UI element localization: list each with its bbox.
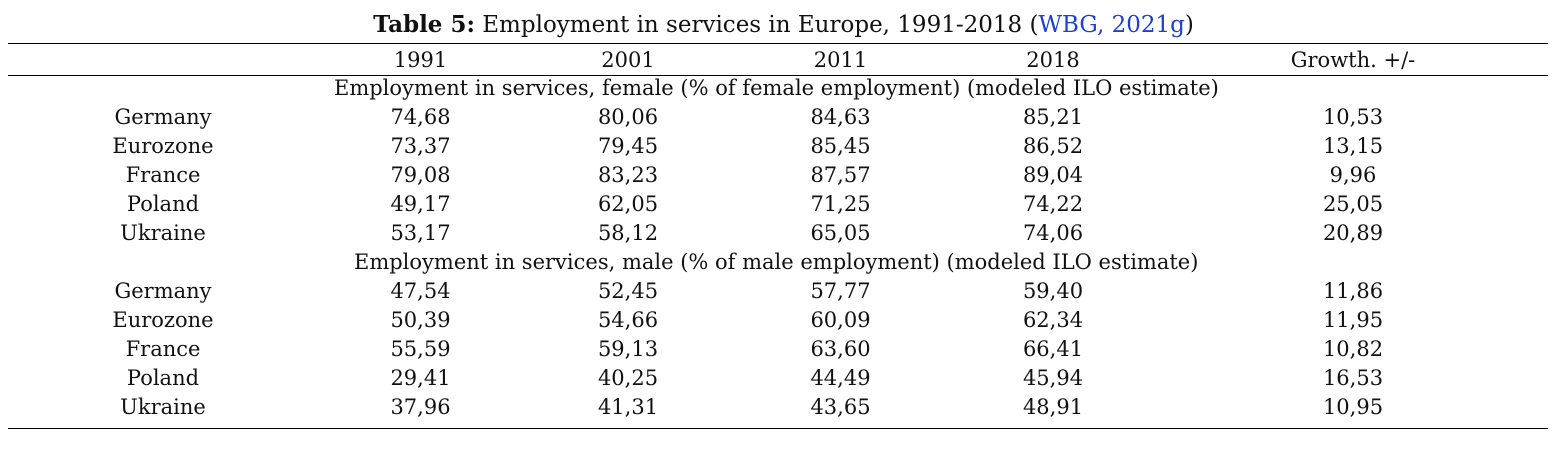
table-body: Employment in services, female (% of fem… [8,74,1548,422]
table-cell-1991: 37,96 [390,395,451,419]
table-cell-2018: 86,52 [1022,134,1084,158]
table-cell-1991: 74,68 [390,105,451,129]
table-cell-2011: 85,45 [810,134,871,158]
table-cell-2018: 59,40 [1022,279,1084,303]
table-cell-1991: 29,41 [390,366,451,390]
table-cell-1991: 50,39 [390,308,451,332]
table-cell-growth: 16,53 [1322,366,1384,390]
table-row: France 55,59 59,13 63,60 66,41 10,82 [8,335,1548,364]
table-row: Eurozone 73,37 79,45 85,45 86,52 13,15 [8,132,1548,161]
table-cell-1991: 53,17 [390,221,451,245]
table-cell-country: Ukraine [120,395,206,419]
table-cell-2011: 65,05 [810,221,871,245]
table-cell-2001: 40,25 [597,366,659,390]
table-cell-country: Ukraine [120,221,206,245]
table-row: Poland 29,41 40,25 44,49 45,94 16,53 [8,364,1548,393]
section-title-row: Employment in services, female (% of fem… [8,74,1548,103]
table-cell-country: Eurozone [112,308,214,332]
table-row: Ukraine 37,96 41,31 43,65 48,91 10,95 [8,393,1548,422]
section-title-text: Employment in services, female (% of fem… [334,76,1219,100]
header-row: 1991 2001 2011 2018 Growth. +/- [8,46,1548,74]
table-caption-close: ) [1184,12,1194,38]
table-row: France 79,08 83,23 87,57 89,04 9,96 [8,161,1548,190]
table-cell-growth: 20,89 [1322,221,1384,245]
table-cell-growth: 10,53 [1322,105,1384,129]
table-cell-growth: 11,86 [1322,279,1384,303]
table-cell-1991: 79,08 [390,163,451,187]
section-title: Employment in services, male (% of male … [318,248,1548,277]
table-row: Ukraine 53,17 58,12 65,05 74,06 20,89 [8,219,1548,248]
table-cell-country: France [125,163,201,187]
table-cell-2018: 48,91 [1022,395,1084,419]
top-rule [8,43,1548,44]
table-cell-country: Germany [114,279,212,303]
citation-link[interactable]: WBG, 2021g [1038,12,1185,38]
table-cell-2001: 79,45 [597,134,659,158]
table-caption-text: Employment in services in Europe, 1991-2… [474,12,1039,38]
table-cell-1991: 47,54 [390,279,451,303]
table-cell-2018: 62,34 [1022,308,1084,332]
table-cell-country: Poland [126,192,200,216]
header-cell-growth: Growth. +/- [1290,48,1416,72]
table-row: Eurozone 50,39 54,66 60,09 62,34 11,95 [8,306,1548,335]
table-cell-2011: 44,49 [810,366,871,390]
table-cell-2001: 80,06 [597,105,659,129]
table-cell-2001: 58,12 [597,221,659,245]
table-cell-2011: 63,60 [810,337,871,361]
table-cell-2001: 62,05 [597,192,659,216]
table-cell-growth: 13,15 [1322,134,1384,158]
header-cell-2018: 2018 [1026,48,1080,72]
header-cell-country [8,46,318,74]
header-cell-2001: 2001 [601,48,655,72]
header-rule [8,75,1548,76]
table-cell-country: Germany [114,105,212,129]
table-cell-1991: 55,59 [390,337,451,361]
table-row: Germany 47,54 52,45 57,77 59,40 11,86 [8,277,1548,306]
table-cell-2011: 57,77 [810,279,871,303]
table-cell-2011: 87,57 [810,163,871,187]
table-cell-2018: 74,06 [1022,221,1084,245]
table-cell-2011: 60,09 [810,308,871,332]
table-cell-growth: 9,96 [1329,163,1377,187]
table-cell-2011: 84,63 [810,105,871,129]
table-cell-2018: 45,94 [1022,366,1084,390]
header-cell-2011: 2011 [813,48,868,72]
table-caption-label: Table 5: [373,11,475,38]
table-cell-2018: 89,04 [1022,163,1084,187]
table-cell-1991: 49,17 [390,192,451,216]
section-title-row: Employment in services, male (% of male … [8,248,1548,277]
table-cell-2018: 85,21 [1022,105,1084,129]
section-title-spacer [8,248,318,277]
table-cell-2018: 74,22 [1022,192,1084,216]
section-title-text: Employment in services, male (% of male … [354,250,1199,274]
table-cell-growth: 10,82 [1322,337,1384,361]
employment-table: 1991 2001 2011 2018 Growth. +/- Employme… [8,46,1548,422]
table-cell-2018: 66,41 [1022,337,1084,361]
table-cell-1991: 73,37 [390,134,451,158]
table-cell-country: France [125,337,201,361]
table-caption: Table 5: Employment in services in Europ… [0,10,1567,40]
table-cell-2001: 59,13 [597,337,659,361]
table-cell-country: Eurozone [112,134,214,158]
bottom-rule [8,428,1548,429]
table-cell-2001: 54,66 [597,308,659,332]
section-title-spacer [8,74,318,103]
section-title: Employment in services, female (% of fem… [318,74,1548,103]
table-cell-growth: 10,95 [1322,395,1384,419]
table-cell-2001: 83,23 [597,163,659,187]
table-cell-2001: 52,45 [597,279,659,303]
table-cell-growth: 11,95 [1322,308,1384,332]
table-row: Poland 49,17 62,05 71,25 74,22 25,05 [8,190,1548,219]
table-row: Germany 74,68 80,06 84,63 85,21 10,53 [8,103,1548,132]
table-cell-growth: 25,05 [1322,192,1384,216]
table-cell-2001: 41,31 [597,395,659,419]
table-cell-country: Poland [126,366,200,390]
table-cell-2011: 71,25 [810,192,871,216]
header-cell-1991: 1991 [393,48,448,72]
table-cell-2011: 43,65 [810,395,871,419]
